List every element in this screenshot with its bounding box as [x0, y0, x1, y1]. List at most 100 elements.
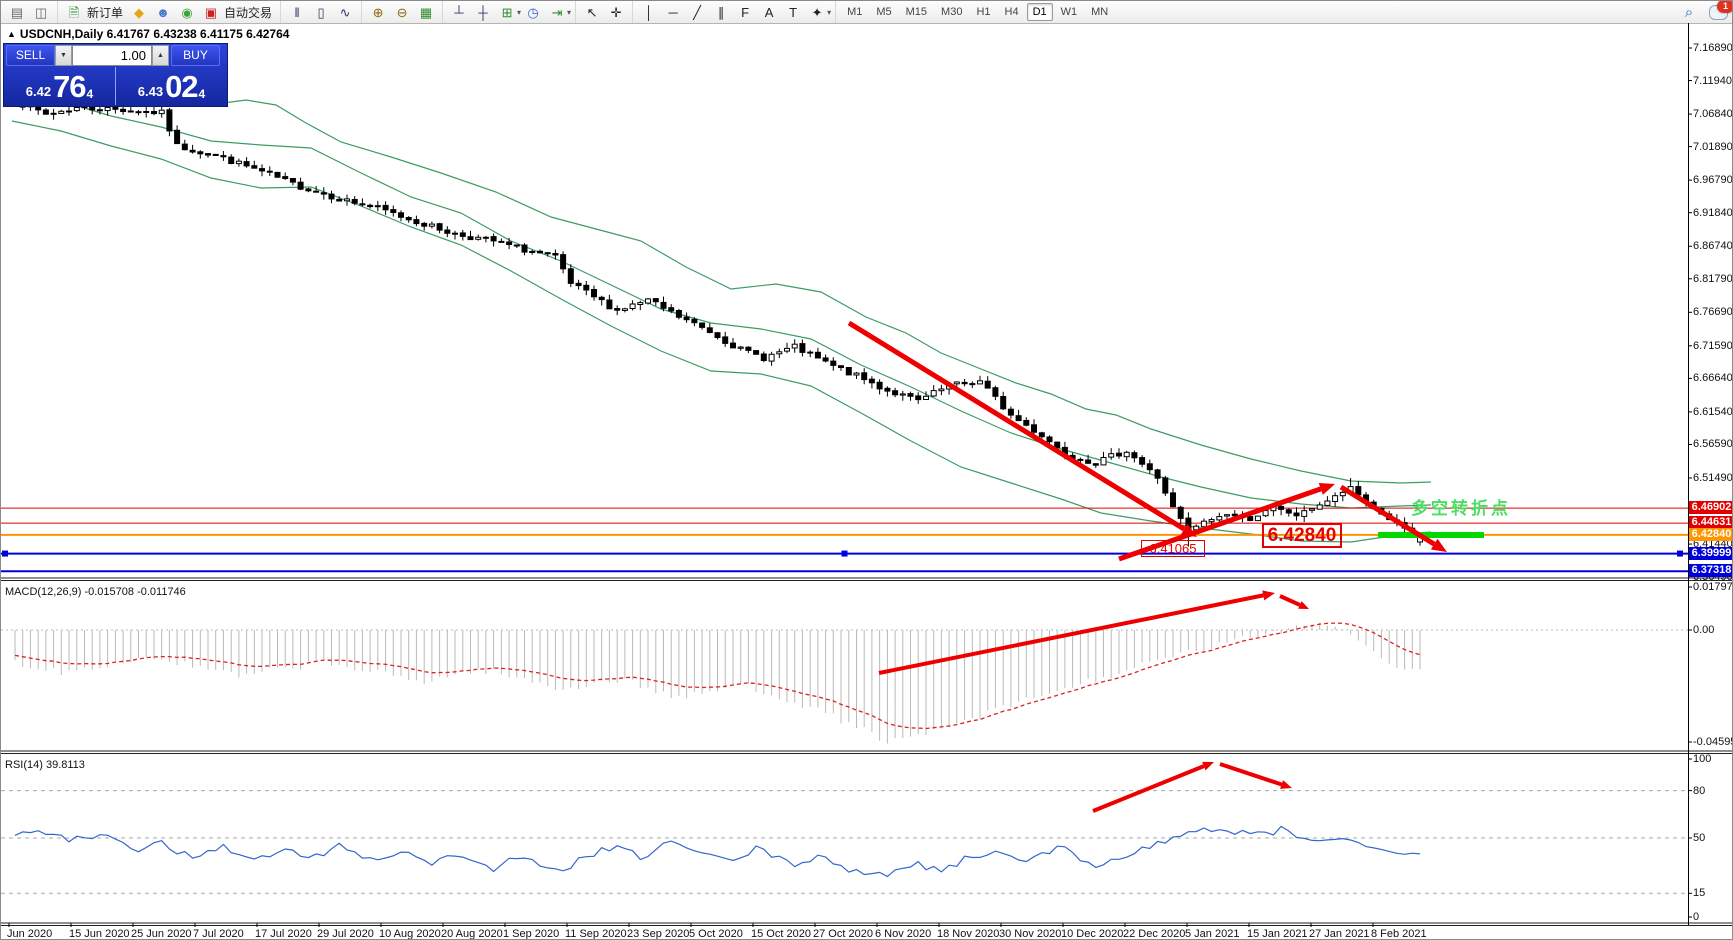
chat-icon[interactable]: 1 — [1709, 1, 1732, 20]
text-label-icon[interactable]: T — [789, 4, 798, 20]
timeframe-m30[interactable]: M30 — [941, 6, 963, 18]
low-price-annotation-box[interactable]: 6.41065 — [1141, 540, 1205, 557]
crosshair-icon[interactable]: ✛ — [610, 4, 622, 20]
oneclick-toggle[interactable]: ▲ — [7, 29, 16, 39]
date-axis-label: 1 Sep 2020 — [503, 928, 560, 940]
candle — [1038, 432, 1045, 438]
indicator-axis-icon[interactable]: ┼ — [478, 4, 488, 20]
timeframe-m1[interactable]: M1 — [847, 6, 863, 18]
level-price-annotation-box[interactable]: 6.42840 — [1262, 523, 1342, 548]
chart-shift-dropdown[interactable]: ▾ — [567, 7, 572, 17]
trend-arrow-line[interactable] — [1092, 764, 1205, 813]
macd-axis-label: 0.01797 — [1693, 581, 1733, 593]
candle — [289, 178, 296, 183]
candle — [1208, 519, 1215, 523]
profiles-icon[interactable]: ◫ — [34, 4, 48, 20]
new-order-icon[interactable]: 🗎 — [68, 4, 80, 20]
timeframe-h4[interactable]: H4 — [1004, 6, 1019, 18]
candle — [1254, 515, 1261, 522]
vertical-line-icon[interactable]: │ — [645, 4, 654, 20]
history-center-icon[interactable]: ◆ — [134, 4, 145, 20]
trend-arrow-head[interactable] — [1318, 482, 1335, 495]
line-handle[interactable] — [1677, 550, 1683, 557]
add-indicator-icon[interactable]: ⊞ — [501, 4, 513, 20]
fibonacci-icon[interactable]: F — [741, 4, 750, 20]
indicator-window-icon[interactable]: ┴ — [454, 4, 464, 20]
line-handle[interactable] — [2, 550, 8, 557]
timeframe-m5[interactable]: M5 — [876, 6, 892, 18]
line-chart-icon[interactable]: ∿ — [339, 4, 351, 20]
timeframe-d1[interactable]: D1 — [1026, 3, 1053, 21]
chart-window-icon[interactable]: ▤ — [10, 4, 24, 20]
text-icon[interactable]: A — [764, 4, 774, 20]
zoom-out-icon[interactable]: ⊖ — [396, 4, 408, 20]
date-axis-label: 11 Sep 2020 — [565, 928, 627, 940]
date-axis-label: 29 Jul 2020 — [317, 928, 374, 940]
trend-arrow-head[interactable] — [1298, 601, 1309, 609]
timeframe-w1[interactable]: W1 — [1060, 6, 1078, 18]
zoom-in-icon[interactable]: ⊕ — [372, 4, 384, 20]
volume-input[interactable] — [72, 45, 152, 66]
tile-windows-icon[interactable]: ▦ — [419, 4, 433, 20]
candle — [629, 303, 636, 309]
bar-chart-icon[interactable]: ‖ — [294, 4, 300, 20]
horizontal-line-icon[interactable]: ─ — [668, 4, 678, 20]
trend-arrow-line[interactable] — [847, 320, 1186, 532]
signals-icon[interactable]: ◉ — [181, 4, 193, 20]
buy-button[interactable]: BUY — [171, 45, 220, 66]
volume-increase-button[interactable]: ▲ — [152, 45, 169, 66]
support-zone-bar[interactable] — [1378, 532, 1484, 538]
trend-arrow-head[interactable] — [1262, 590, 1275, 601]
candle — [768, 353, 775, 362]
date-axis-label: Jun 2020 — [7, 928, 53, 940]
trend-arrow-line[interactable] — [1279, 594, 1301, 607]
turning-point-annotation[interactable]: 多空转折点 — [1411, 499, 1511, 518]
date-axis-label: 17 Jul 2020 — [255, 928, 312, 940]
candle — [367, 204, 374, 208]
candle — [892, 390, 899, 396]
price-axis-label: 6.71590 — [1693, 339, 1733, 352]
candle — [537, 250, 543, 254]
candle — [1116, 452, 1122, 457]
search-icon[interactable]: ⌕ — [1684, 3, 1694, 21]
trend-arrow-head[interactable] — [1202, 761, 1214, 771]
candle — [506, 241, 513, 245]
trendline-icon[interactable]: ╱ — [693, 4, 701, 20]
candlestick-chart-icon[interactable]: ▯ — [317, 4, 325, 20]
trend-arrow-line[interactable] — [1219, 762, 1283, 787]
add-indicator-dropdown[interactable]: ▾ — [517, 7, 522, 17]
timeframe-mn[interactable]: MN — [1091, 6, 1109, 18]
rsi-label: RSI(14) 39.8113 — [5, 759, 85, 771]
autotrading-icon[interactable]: ▣ — [204, 4, 218, 20]
sell-price[interactable]: 6.42 76 4 — [4, 67, 116, 105]
chart-shift-icon[interactable]: ⇥ — [551, 4, 563, 20]
navigator-icon[interactable]: ☻ — [156, 4, 170, 20]
candle — [259, 168, 265, 172]
candle — [529, 251, 536, 253]
clock-icon[interactable]: ◷ — [527, 4, 539, 20]
volume-decrease-button[interactable]: ▼ — [55, 45, 72, 66]
timeframe-h1[interactable]: H1 — [976, 6, 991, 18]
trend-arrow-line[interactable] — [1339, 484, 1436, 547]
trend-arrow-head[interactable] — [1280, 780, 1292, 789]
buy-price[interactable]: 6.43 02 4 — [116, 67, 227, 105]
candle — [482, 236, 489, 239]
trend-arrow-head[interactable] — [1430, 538, 1447, 552]
equidistant-channel-icon[interactable]: ∥ — [717, 4, 725, 20]
cursor-icon[interactable]: ↖ — [586, 4, 598, 20]
candle — [1154, 469, 1161, 479]
candle — [1332, 495, 1339, 503]
timeframe-m15[interactable]: M15 — [905, 6, 928, 18]
candle — [274, 171, 281, 178]
sell-button[interactable]: SELL — [6, 45, 55, 66]
candle — [143, 111, 150, 113]
arrows-tool-dropdown[interactable]: ▾ — [827, 7, 832, 17]
trend-arrow-line[interactable] — [878, 593, 1264, 675]
arrows-tool-icon[interactable]: ✦ — [811, 4, 823, 20]
line-handle[interactable] — [841, 550, 848, 557]
trend-arrow-line[interactable] — [1118, 486, 1322, 562]
candle — [652, 298, 659, 303]
candle — [390, 209, 397, 214]
